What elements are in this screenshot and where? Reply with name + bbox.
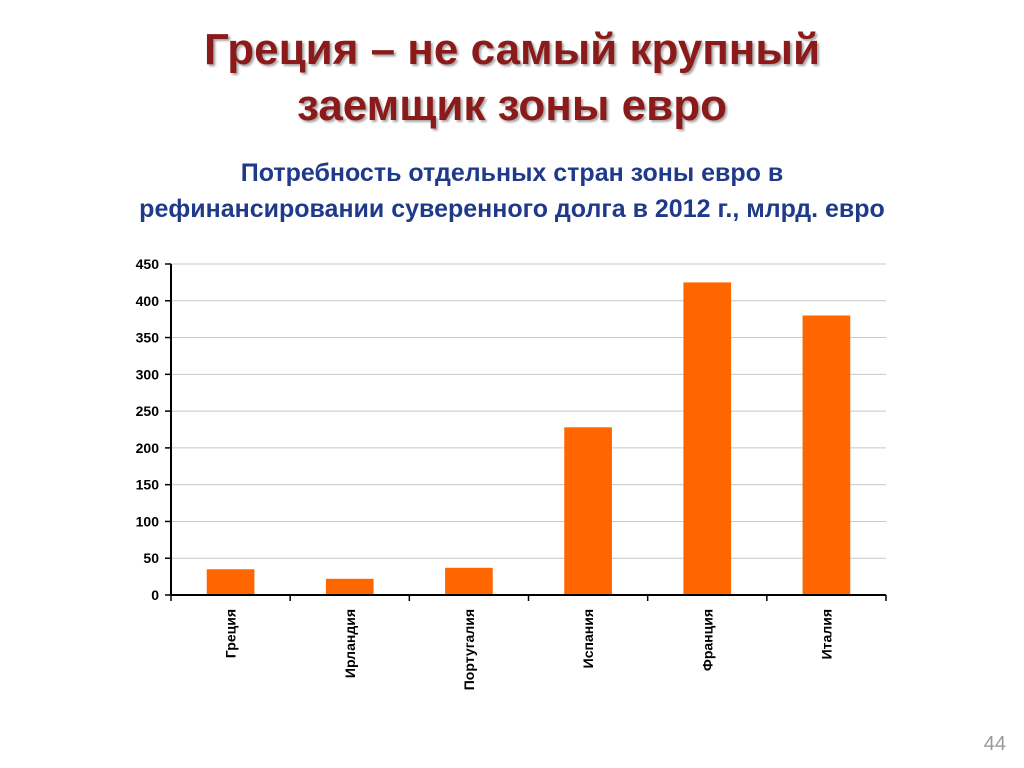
bar — [564, 427, 612, 595]
chart-axes — [165, 263, 887, 601]
bar — [206, 569, 255, 595]
bar — [325, 578, 374, 595]
page-number: 44 — [983, 733, 1006, 755]
y-tick-label: 150 — [136, 477, 160, 493]
y-tick-label: 400 — [136, 293, 160, 309]
y-tick-label: 0 — [151, 587, 159, 603]
x-tick-label: Испания — [580, 609, 596, 668]
bar — [445, 567, 493, 595]
slide-title-line-2: заемщик зоны евро — [297, 81, 727, 130]
slide-title: Греция – не самый крупный заемщик зоны е… — [0, 22, 1024, 134]
y-axis-tick-labels: 0 50 100 150 200 250 300 350 400 450 — [136, 256, 160, 603]
x-tick-label: Греция — [223, 609, 239, 658]
y-tick-label: 250 — [136, 403, 160, 419]
x-tick-label: Португалия — [461, 609, 477, 690]
x-tick-label: Италия — [818, 609, 834, 659]
y-tick-label: 50 — [143, 550, 159, 566]
y-tick-label: 100 — [136, 513, 160, 529]
y-tick-label: 300 — [136, 366, 160, 382]
x-tick-label: Ирландия — [342, 609, 358, 678]
y-tick-label: 450 — [136, 256, 160, 272]
y-tick-label: 200 — [136, 440, 160, 456]
chart-title-line-2: рефинансировании суверенного долга в 201… — [139, 195, 885, 223]
chart-gridlines — [171, 263, 886, 559]
x-axis-tick-labels: Греция Ирландия Португалия Испания Франция Ит… — [223, 609, 835, 690]
chart-bars — [206, 282, 851, 595]
bar — [683, 282, 732, 595]
y-tick-label: 350 — [136, 330, 160, 346]
bar — [802, 315, 851, 595]
x-tick-label: Франция — [699, 609, 715, 671]
slide-title-line-1: Греция – не самый крупный — [203, 25, 821, 74]
chart-title-line-1: Потребность отдельных стран зоны евро в — [240, 159, 784, 187]
chart-title: Потребность отдельных стран зоны евро в … — [0, 155, 1024, 227]
